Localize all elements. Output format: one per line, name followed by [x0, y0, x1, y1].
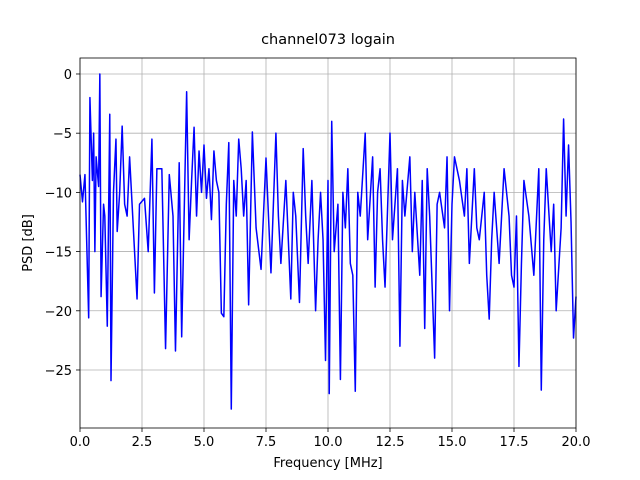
x-axis-label: Frequency [MHz] [273, 456, 382, 471]
y-tick-label: −15 [45, 246, 72, 261]
y-tick-label: −25 [45, 364, 72, 379]
x-tick-label: 17.5 [500, 435, 529, 450]
x-tick-label: 0.0 [70, 435, 91, 450]
chart-title: channel073 logain [261, 32, 395, 48]
x-tick-label: 12.5 [376, 435, 405, 450]
x-tick-label: 10.0 [314, 435, 343, 450]
y-axis-label: PSD [dB] [21, 214, 36, 272]
plot-frame [79, 57, 577, 429]
x-tick-label: 15.0 [438, 435, 467, 450]
y-tick-label: −5 [53, 127, 72, 142]
x-tick-label: 20.0 [562, 435, 591, 450]
y-tick-label: −10 [45, 186, 72, 201]
x-tick-label: 7.5 [256, 435, 277, 450]
x-tick-label: 5.0 [194, 435, 215, 450]
y-tick-label: −20 [45, 305, 72, 320]
y-tick-label: 0 [64, 68, 72, 83]
x-tick-label: 2.5 [132, 435, 153, 450]
data-line [79, 73, 577, 410]
